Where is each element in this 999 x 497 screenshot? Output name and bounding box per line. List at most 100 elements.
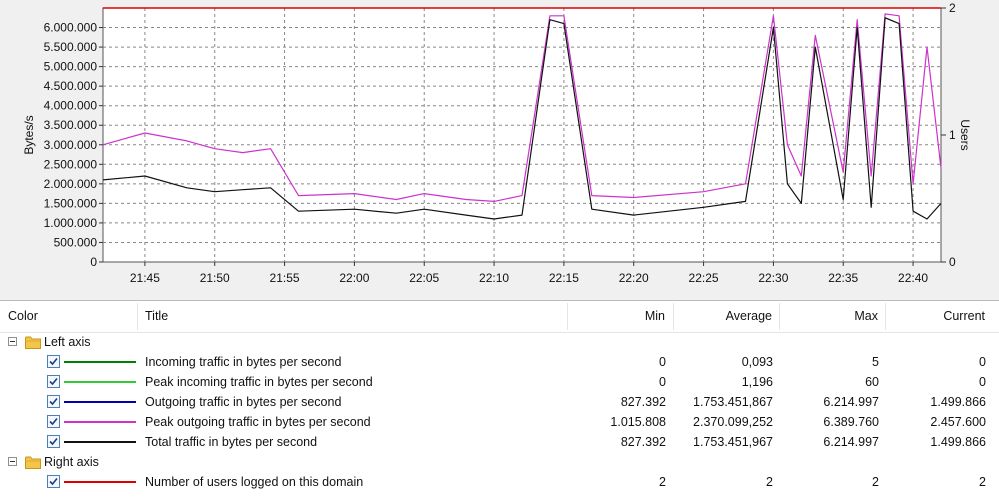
series-title: Peak incoming traffic in bytes per secon… xyxy=(145,375,373,389)
header-separator xyxy=(137,303,138,330)
x-tick-label: 22:35 xyxy=(828,271,858,285)
header-separator xyxy=(567,303,568,330)
header-color[interactable]: Color xyxy=(8,309,38,323)
chart-canvas: 6.000.000 5.500.000 5.000.000 4.500.000 4.00… xyxy=(22,1,972,285)
x-tick-label: 22:15 xyxy=(549,271,579,285)
series-average: 0,093 xyxy=(741,355,773,369)
series-color-swatch xyxy=(64,481,136,483)
header-separator xyxy=(673,303,674,330)
legend-series-row[interactable]: Incoming traffic in bytes per second 0 0,0… xyxy=(0,352,999,372)
traffic-chart: 6.000.000 5.500.000 5.000.000 4.500.000 4.00… xyxy=(0,0,999,300)
x-tick-label: 22:20 xyxy=(619,271,649,285)
x-tick-label: 22:10 xyxy=(479,271,509,285)
header-average[interactable]: Average xyxy=(725,309,772,323)
x-tick-label: 22:05 xyxy=(409,271,439,285)
series-visibility-checkbox[interactable] xyxy=(47,475,60,488)
legend-series-row[interactable]: Peak incoming traffic in bytes per secon… xyxy=(0,372,999,392)
plot-area xyxy=(102,7,942,263)
legend-series-row[interactable]: Number of users logged on this domain 2 2 2… xyxy=(0,472,999,492)
series-visibility-checkbox[interactable] xyxy=(47,435,60,448)
series-title: Peak outgoing traffic in bytes per secon… xyxy=(145,415,371,429)
y-tick-label: 0 xyxy=(90,255,97,269)
series-current: 0 xyxy=(979,375,986,389)
x-tick-label: 21:55 xyxy=(270,271,300,285)
series-max: 6.389.760 xyxy=(823,415,879,429)
series-current: 1.499.866 xyxy=(930,435,986,449)
header-min[interactable]: Min xyxy=(644,309,665,323)
y-tick-label: 3.000.000 xyxy=(44,138,98,152)
header-max[interactable]: Max xyxy=(854,309,878,323)
legend-group-label: Left axis xyxy=(44,335,91,349)
y2-axis-label: Users xyxy=(958,119,972,150)
folder-icon xyxy=(25,335,41,349)
y2-tick-label: 0 xyxy=(949,255,956,269)
series-title: Number of users logged on this domain xyxy=(145,475,364,489)
legend-header: Color Title Min Average Max Current xyxy=(0,301,999,333)
y-tick-label: 2.500.000 xyxy=(44,157,98,171)
legend-group-row[interactable]: Right axis xyxy=(0,452,999,472)
header-current[interactable]: Current xyxy=(943,309,985,323)
series-min: 0 xyxy=(659,355,666,369)
legend-series-row[interactable]: Total traffic in bytes per second 827.392… xyxy=(0,432,999,452)
series-max: 6.214.997 xyxy=(823,395,879,409)
series-max: 6.214.997 xyxy=(823,435,879,449)
series-min: 0 xyxy=(659,375,666,389)
x-tick-label: 21:45 xyxy=(130,271,160,285)
series-current: 1.499.866 xyxy=(930,395,986,409)
legend-group-label: Right axis xyxy=(44,455,99,469)
series-color-swatch xyxy=(64,381,136,383)
series-min: 1.015.808 xyxy=(610,415,666,429)
legend-series-row[interactable]: Outgoing traffic in bytes per second 827.… xyxy=(0,392,999,412)
series-visibility-checkbox[interactable] xyxy=(47,395,60,408)
x-tick-label: 22:30 xyxy=(758,271,788,285)
legend-series-row[interactable]: Peak outgoing traffic in bytes per secon… xyxy=(0,412,999,432)
series-visibility-checkbox[interactable] xyxy=(47,415,60,428)
y-tick-label: 5.000.000 xyxy=(44,60,98,74)
series-color-swatch xyxy=(64,421,136,423)
series-line-1 xyxy=(102,17,942,220)
series-average: 1,196 xyxy=(741,375,773,389)
legend-group-row[interactable]: Left axis xyxy=(0,332,999,352)
series-max: 5 xyxy=(872,355,879,369)
header-separator xyxy=(885,303,886,330)
y-tick-label: 5.500.000 xyxy=(44,40,98,54)
legend-table: Color Title Min Average Max Current Left… xyxy=(0,300,999,497)
series-average: 1.753.451,867 xyxy=(693,395,773,409)
series-average: 2 xyxy=(766,475,773,489)
series-min: 2 xyxy=(659,475,666,489)
series-title: Total traffic in bytes per second xyxy=(145,435,318,449)
x-tick-label: 22:00 xyxy=(339,271,369,285)
collapse-toggle[interactable] xyxy=(8,457,17,466)
y-tick-label: 2.000.000 xyxy=(44,177,98,191)
y-tick-label: 6.000.000 xyxy=(44,21,98,35)
collapse-toggle[interactable] xyxy=(8,337,17,346)
y-tick-label: 500.000 xyxy=(54,235,98,249)
series-average: 2.370.099,252 xyxy=(693,415,773,429)
x-tick-label: 21:50 xyxy=(200,271,230,285)
y-tick-label: 1.000.000 xyxy=(44,216,98,230)
series-title: Incoming traffic in bytes per second xyxy=(145,355,342,369)
folder-icon xyxy=(25,455,41,469)
series-visibility-checkbox[interactable] xyxy=(47,355,60,368)
series-color-swatch xyxy=(64,361,136,363)
y-tick-label: 4.500.000 xyxy=(44,79,98,93)
y-tick-label: 1.500.000 xyxy=(44,196,98,210)
series-color-swatch xyxy=(64,401,136,403)
series-min: 827.392 xyxy=(620,395,666,409)
series-max: 60 xyxy=(865,375,879,389)
y-tick-label: 4.000.000 xyxy=(44,99,98,113)
header-title[interactable]: Title xyxy=(145,309,169,323)
series-current: 2 xyxy=(979,475,986,489)
series-min: 827.392 xyxy=(620,435,666,449)
header-separator xyxy=(779,303,780,330)
y2-tick-label: 2 xyxy=(949,1,956,15)
series-current: 2.457.600 xyxy=(930,415,986,429)
y-tick-label: 3.500.000 xyxy=(44,118,98,132)
series-current: 0 xyxy=(979,355,986,369)
series-max: 2 xyxy=(872,475,879,489)
series-visibility-checkbox[interactable] xyxy=(47,375,60,388)
x-tick-label: 22:40 xyxy=(898,271,928,285)
y2-tick-label: 1 xyxy=(949,128,956,142)
series-line-0 xyxy=(102,13,942,202)
series-average: 1.753.451,967 xyxy=(693,435,773,449)
